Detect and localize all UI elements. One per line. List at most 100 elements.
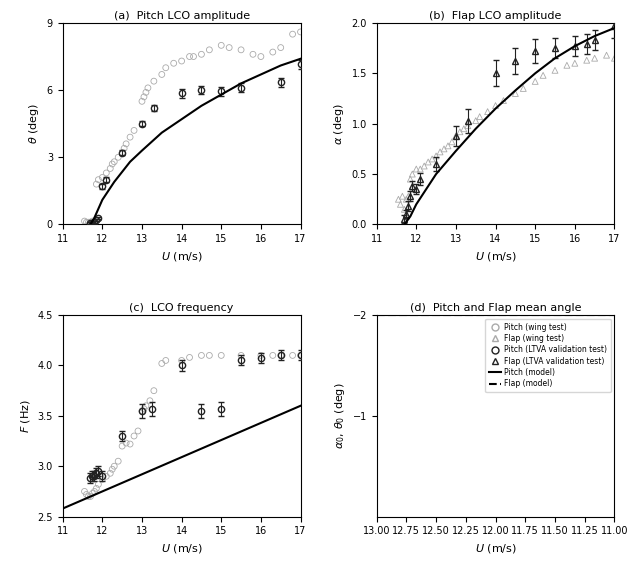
X-axis label: $U$ (m/s): $U$ (m/s) [161, 542, 203, 555]
Point [161, 63, 171, 72]
Point [288, 351, 298, 360]
Point [277, 265, 287, 274]
Point [90, 218, 100, 227]
Point [399, 205, 409, 214]
Point [396, 200, 406, 209]
Point [97, 173, 107, 182]
Point [443, 141, 453, 150]
Point [129, 432, 139, 441]
Point [134, 381, 144, 390]
Point [80, 216, 90, 226]
Point [459, 124, 469, 133]
Point [570, 59, 580, 68]
Point [439, 144, 449, 153]
Point [15, 391, 25, 400]
Point [137, 406, 147, 416]
Point [423, 157, 433, 166]
Point [157, 70, 167, 79]
Point [550, 65, 560, 75]
Point [193, 371, 203, 380]
Point [169, 331, 179, 340]
Y-axis label: $F$ (Hz): $F$ (Hz) [19, 399, 32, 433]
Title: (a)  Pitch LCO amplitude: (a) Pitch LCO amplitude [113, 11, 250, 21]
Point [39, 389, 49, 398]
Point [102, 168, 112, 177]
Point [117, 148, 127, 157]
Point [92, 180, 102, 189]
Point [15, 280, 25, 289]
Point [411, 164, 421, 173]
Point [184, 52, 194, 61]
Point [161, 356, 171, 365]
Point [98, 276, 108, 285]
Point [145, 396, 155, 405]
Point [113, 153, 124, 162]
Point [601, 51, 611, 60]
Point [403, 192, 413, 201]
Point [105, 469, 115, 478]
Point [253, 300, 263, 309]
Point [204, 45, 214, 55]
Point [276, 351, 286, 360]
Point [519, 84, 529, 93]
Point [312, 280, 322, 289]
Point [189, 52, 199, 61]
Point [87, 489, 97, 498]
Point [97, 475, 107, 484]
Point [75, 272, 85, 281]
Point [216, 41, 226, 50]
Point [87, 216, 97, 226]
Point [196, 351, 206, 360]
Point [93, 175, 103, 184]
Point [510, 89, 520, 98]
Point [121, 139, 131, 149]
Point [483, 107, 493, 116]
Point [169, 59, 179, 68]
Point [113, 456, 124, 466]
Point [204, 351, 214, 360]
Point [224, 43, 234, 52]
Point [451, 131, 461, 141]
Point [498, 96, 508, 105]
Point [538, 71, 548, 80]
Point [229, 366, 239, 375]
Point [193, 321, 203, 330]
Point [248, 50, 258, 59]
Point [256, 52, 266, 61]
Point [277, 290, 287, 300]
Point [105, 164, 115, 173]
Point [107, 160, 117, 169]
Point [133, 426, 143, 436]
Point [336, 260, 346, 269]
X-axis label: $U$ (m/s): $U$ (m/s) [475, 542, 517, 555]
Point [288, 30, 298, 39]
Point [268, 48, 278, 57]
Point [85, 218, 95, 227]
Point [471, 116, 481, 125]
Point [39, 280, 49, 289]
Point [277, 351, 287, 360]
Point [405, 174, 415, 184]
Point [336, 331, 346, 340]
Point [229, 276, 239, 285]
Point [109, 157, 119, 166]
Point [415, 164, 425, 173]
Y-axis label: $\theta$ (deg): $\theta$ (deg) [28, 103, 41, 144]
Point [149, 386, 159, 395]
Point [125, 133, 135, 142]
Point [336, 250, 346, 259]
Point [253, 361, 263, 370]
Point [427, 154, 437, 164]
Point [276, 43, 286, 52]
Point [75, 276, 85, 285]
Point [75, 386, 85, 395]
Point [137, 97, 147, 106]
Point [149, 76, 159, 86]
Point [80, 487, 90, 496]
Point [589, 53, 599, 63]
Point [229, 268, 239, 277]
X-axis label: $U$ (m/s): $U$ (m/s) [161, 250, 203, 263]
Point [530, 77, 540, 86]
Title: (d)  Pitch and Flap mean angle: (d) Pitch and Flap mean angle [410, 303, 581, 313]
Point [463, 121, 473, 130]
